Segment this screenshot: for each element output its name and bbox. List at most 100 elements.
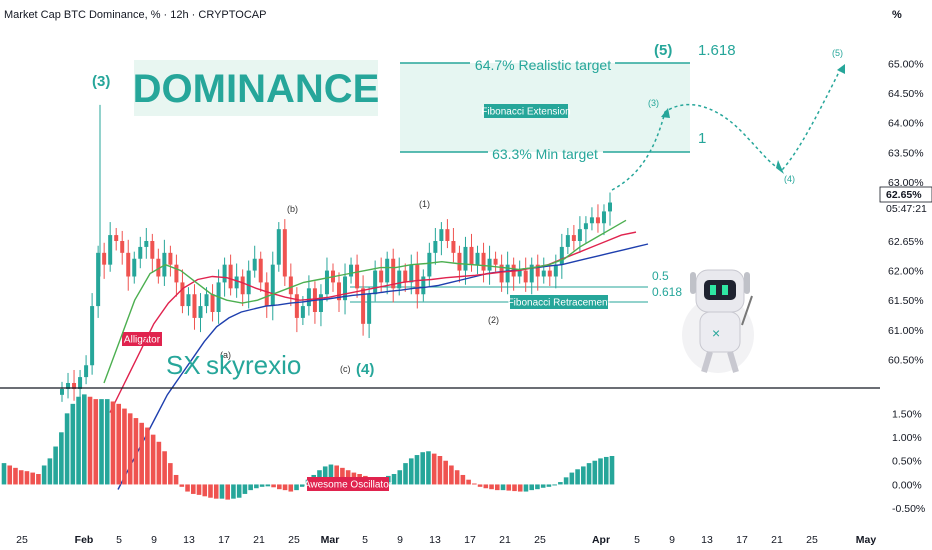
alligator-label: Alligator <box>124 335 161 346</box>
ao-bar <box>59 432 64 485</box>
ao-bar <box>288 484 294 492</box>
candle-body <box>120 241 125 253</box>
candle-body <box>403 270 408 283</box>
ao-bar <box>282 484 288 491</box>
time-axis-tick: May <box>856 534 877 546</box>
min-target-label: 63.3% Min target <box>492 146 598 162</box>
ao-bar <box>322 466 328 485</box>
ao-bar <box>248 484 253 491</box>
ao-bar <box>483 484 489 489</box>
price-axis-tick: 63.50% <box>888 147 924 159</box>
ao-bar <box>162 451 167 485</box>
last-price-value: 62.65% <box>886 189 922 201</box>
ao-bar <box>299 484 305 487</box>
fib-retracement-label: Fibonacci Retracement <box>508 298 611 309</box>
candle-body <box>288 276 293 295</box>
ao-bar <box>420 452 426 485</box>
time-axis-tick: 5 <box>362 534 368 546</box>
candle-body <box>144 241 149 247</box>
ao-bar <box>156 441 162 485</box>
fib-extension-tag <box>484 104 568 118</box>
ao-bar <box>93 399 99 485</box>
candle-body <box>72 383 77 389</box>
ao-bar <box>87 396 93 485</box>
ao-bar <box>173 474 179 485</box>
candle-body <box>324 270 329 295</box>
candle-body <box>535 264 540 277</box>
alligator-lips-line <box>103 219 627 384</box>
projection-arrow-1 <box>661 108 670 118</box>
time-axis[interactable]: 25 Feb 5 9 13 17 21 25 Mar 5 9 13 17 21 25 Apr 5 9 13 17 21 2… <box>16 534 876 546</box>
candle-body <box>96 252 101 307</box>
ao-bar <box>558 482 563 485</box>
candle-body <box>385 258 390 283</box>
candle-body <box>445 229 450 241</box>
alligator-teeth-line <box>109 231 637 413</box>
candle-body <box>391 258 396 289</box>
wave-b-label: (b) <box>287 204 298 214</box>
ao-bar <box>466 479 471 485</box>
ao-bar <box>517 484 523 492</box>
ao-bar <box>202 484 208 497</box>
candle-body <box>373 270 378 295</box>
candle-body <box>180 282 185 307</box>
ao-bar <box>110 401 116 485</box>
time-axis-tick: 17 <box>736 534 748 546</box>
wave-a-label: (a) <box>220 350 231 360</box>
candle-body <box>186 294 191 307</box>
candle-body <box>222 264 227 283</box>
candle-body <box>258 258 263 283</box>
ao-bar <box>397 470 403 485</box>
chart-title: Market Cap BTC Dominance, % · 12h · CRYP… <box>4 9 266 21</box>
wave-4-label: (4) <box>356 361 374 378</box>
ao-bar <box>489 484 494 490</box>
time-axis-tick: 13 <box>183 534 195 546</box>
candle-body <box>481 252 486 271</box>
candle-body <box>264 282 269 307</box>
banner-text: DOMINANCE <box>133 67 380 111</box>
ao-bar <box>99 399 104 485</box>
candle-body <box>78 377 83 389</box>
time-axis-tick: 9 <box>397 534 403 546</box>
ao-label: Awesome Oscillator <box>304 480 393 491</box>
price-axis[interactable]: 65.00%64.50%64.00%63.50%63.00%62.65%62.0… <box>888 59 924 367</box>
candle-body <box>457 252 462 271</box>
projection-arrow-2 <box>776 160 784 174</box>
candle-body <box>355 264 360 289</box>
time-axis-tick: 5 <box>116 534 122 546</box>
ao-bar <box>460 474 466 485</box>
ao-bar <box>334 465 339 485</box>
candle-body <box>559 246 564 265</box>
ao-bar <box>340 467 345 485</box>
price-axis-tick: 60.50% <box>888 354 924 366</box>
sub-wave-3: (3) <box>648 98 659 108</box>
ao-axis[interactable]: 1.50% 1.00% 0.50% 0.00% -0.50% <box>892 408 925 515</box>
ao-bar <box>494 484 500 491</box>
ao-bar <box>196 484 202 495</box>
ao-bar <box>391 474 397 485</box>
candles-layer <box>60 104 612 404</box>
axis-unit: % <box>892 9 902 21</box>
time-axis-tick: 5 <box>634 534 640 546</box>
ao-bar <box>116 403 122 485</box>
candle-body <box>192 294 197 318</box>
ao-bar <box>36 474 41 485</box>
ao-bar <box>403 463 408 485</box>
candle-body <box>126 252 131 277</box>
ao-bar <box>443 460 448 485</box>
ao-bar <box>139 422 144 485</box>
ao-bar <box>208 484 213 498</box>
ao-bar <box>575 469 580 485</box>
price-axis-tick: 64.50% <box>888 88 924 100</box>
ao-tag <box>307 477 389 491</box>
ao-bar <box>70 403 76 485</box>
wave-5-label: (5) <box>654 42 672 59</box>
candle-body <box>577 229 582 241</box>
candle-body <box>571 235 576 241</box>
ao-bar <box>563 477 569 485</box>
candle-body <box>523 270 528 283</box>
ao-bar <box>104 399 110 485</box>
candle-body <box>318 294 323 312</box>
ao-bar <box>609 456 615 485</box>
